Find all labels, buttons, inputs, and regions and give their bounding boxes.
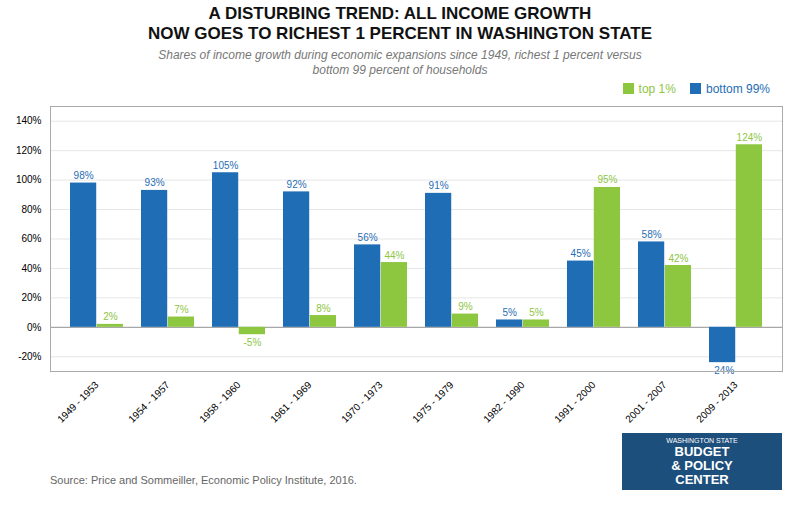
svg-text:7%: 7% <box>174 304 189 315</box>
svg-text:42%: 42% <box>668 253 688 264</box>
svg-text:2001 - 2007: 2001 - 2007 <box>623 379 669 425</box>
html-text:top 1%: top 1% <box>638 82 676 96</box>
html-text:Source: Price and Sommeiller,: Source: Price and Sommeiller, Economic P… <box>50 474 357 486</box>
svg-text:8%: 8% <box>316 303 331 314</box>
svg-text:1954 - 1957: 1954 - 1957 <box>126 379 172 425</box>
svg-text:91%: 91% <box>429 180 449 191</box>
svg-text:9%: 9% <box>458 301 473 312</box>
svg-text:-5%: -5% <box>243 337 261 348</box>
svg-text:58%: 58% <box>642 229 662 240</box>
svg-text:98%: 98% <box>74 170 94 181</box>
svg-text:5%: 5% <box>502 307 517 318</box>
svg-text:1975 - 1979: 1975 - 1979 <box>410 379 456 425</box>
svg-text:1991 - 2000: 1991 - 2000 <box>552 379 598 425</box>
svg-text:92%: 92% <box>287 179 307 190</box>
svg-text:1961 - 1969: 1961 - 1969 <box>268 379 314 425</box>
svg-text:56%: 56% <box>358 232 378 243</box>
svg-text:-24%: -24% <box>711 365 734 376</box>
svg-text:2%: 2% <box>103 311 118 322</box>
svg-text:120%: 120% <box>16 145 42 156</box>
svg-text:95%: 95% <box>597 174 617 185</box>
svg-text:80%: 80% <box>21 204 41 215</box>
html-text:Shares of income growth during: Shares of income growth during economic … <box>158 48 642 77</box>
html-text:CENTER: CENTER <box>675 472 729 487</box>
html-text:bottom 99%: bottom 99% <box>706 82 770 96</box>
svg-text:0%: 0% <box>27 322 42 333</box>
svg-text:1949 - 1953: 1949 - 1953 <box>55 379 101 425</box>
svg-text:60%: 60% <box>21 233 41 244</box>
svg-text:1958 - 1960: 1958 - 1960 <box>197 379 243 425</box>
svg-text:140%: 140% <box>16 115 42 126</box>
svg-text:2009 - 2013: 2009 - 2013 <box>694 379 740 425</box>
svg-text:105%: 105% <box>213 160 239 171</box>
html-text:A DISTURBING TREND: ALL INCOME: A DISTURBING TREND: ALL INCOME GROWTH NO… <box>148 4 652 43</box>
svg-text:1970 - 1973: 1970 - 1973 <box>339 379 385 425</box>
svg-text:40%: 40% <box>21 263 41 274</box>
svg-text:5%: 5% <box>529 307 544 318</box>
svg-text:93%: 93% <box>145 177 165 188</box>
svg-text:1982 - 1990: 1982 - 1990 <box>481 379 527 425</box>
svg-text:45%: 45% <box>571 248 591 259</box>
svg-text:100%: 100% <box>16 174 42 185</box>
svg-text:44%: 44% <box>384 250 404 261</box>
svg-text:124%: 124% <box>737 132 763 143</box>
svg-text:-20%: -20% <box>18 351 41 362</box>
html-text:BUDGET: BUDGET <box>674 444 730 459</box>
html-text:& POLICY: & POLICY <box>671 458 733 473</box>
html-text:WASHINGTON STATE: WASHINGTON STATE <box>666 437 738 444</box>
svg-text:20%: 20% <box>21 292 41 303</box>
